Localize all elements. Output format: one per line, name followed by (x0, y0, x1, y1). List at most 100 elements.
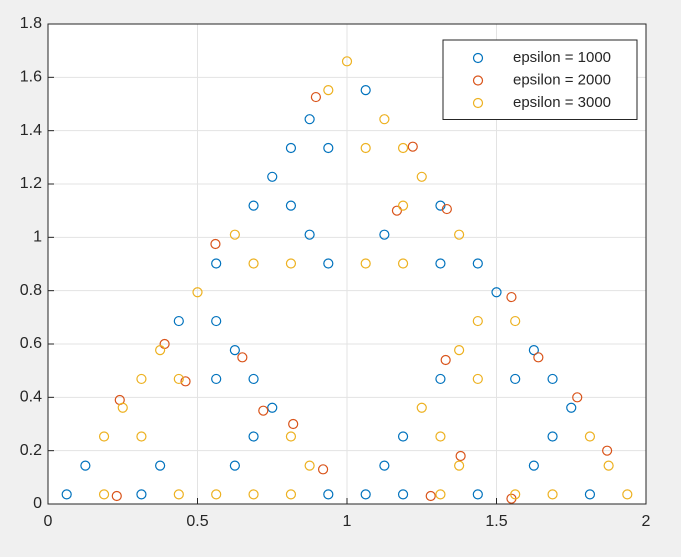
point (98, 431, 110, 442)
point (584, 489, 596, 500)
point (288, 418, 299, 430)
point (547, 431, 558, 442)
point (572, 392, 583, 403)
legend-marker (472, 75, 484, 86)
y-tick-label: 1.6 (20, 69, 42, 86)
point (211, 489, 222, 500)
point (506, 291, 517, 303)
y-tick-label: 0.2 (20, 442, 42, 459)
point (360, 85, 371, 96)
point (248, 200, 259, 211)
legend-marker (472, 97, 484, 109)
point (117, 402, 128, 413)
y-tick-label: 0.8 (20, 282, 42, 299)
point (584, 431, 596, 442)
point (248, 489, 259, 500)
legend: epsilon = 1000 epsilon = 2000 epsilon = 30… (442, 39, 638, 120)
point (566, 402, 577, 413)
point (547, 489, 558, 500)
point (360, 258, 371, 269)
point (510, 489, 521, 500)
point (397, 200, 409, 211)
point (528, 460, 539, 471)
point (397, 431, 409, 442)
point (360, 489, 371, 500)
point (397, 142, 409, 154)
point (98, 489, 110, 500)
y-tick-label: 1.2 (20, 175, 42, 192)
point (407, 141, 418, 152)
point (323, 489, 334, 500)
x-tick-label: 0.5 (186, 513, 208, 530)
point (237, 352, 248, 363)
point (267, 402, 278, 413)
point (455, 450, 466, 462)
point (323, 142, 334, 154)
point (229, 345, 240, 356)
point (510, 373, 521, 385)
point (491, 287, 502, 298)
point (379, 229, 390, 240)
x-tick-label: 2 (642, 513, 651, 530)
point (379, 114, 390, 125)
point (180, 376, 191, 387)
point (425, 490, 436, 502)
point (533, 352, 544, 363)
point (454, 345, 465, 356)
point (472, 373, 483, 385)
point (310, 91, 322, 103)
point (304, 114, 315, 125)
y-tick-label: 0.4 (20, 389, 42, 406)
point (173, 373, 184, 385)
point (622, 489, 633, 500)
point (472, 489, 483, 500)
point (435, 373, 446, 385)
point (360, 142, 371, 154)
x-tick-label: 1.5 (485, 513, 507, 530)
point (155, 460, 166, 471)
point (323, 258, 334, 269)
point (285, 142, 297, 154)
point (229, 460, 240, 471)
y-tick-label: 0 (33, 495, 42, 512)
point (510, 315, 521, 327)
point (285, 431, 297, 442)
point (435, 489, 446, 500)
point (416, 171, 427, 182)
point (210, 238, 221, 250)
point (285, 258, 297, 269)
point (192, 287, 203, 298)
point (111, 490, 122, 502)
point (248, 258, 259, 269)
point (454, 229, 465, 240)
point (173, 489, 184, 500)
point (317, 464, 329, 475)
point (397, 489, 409, 500)
point (472, 315, 483, 327)
point (211, 315, 222, 327)
point (61, 489, 72, 500)
point (248, 431, 259, 442)
y-tick-label: 1.4 (20, 122, 42, 139)
point (472, 258, 483, 269)
point (173, 315, 184, 327)
ticks: 0 0.5 1 1.5 2 0 0.2 0.4 0.6 0.8 1 1.2 1.4 1.6 1.8 (20, 15, 651, 530)
point (435, 200, 446, 211)
point (603, 460, 614, 471)
point (391, 205, 403, 216)
point (304, 229, 315, 240)
legend-marker (472, 52, 484, 64)
point (136, 489, 147, 500)
point (136, 373, 147, 385)
point (547, 373, 558, 385)
legend-label: epsilon = 1000 (513, 49, 611, 66)
x-tick-label: 1 (343, 513, 352, 530)
point (435, 258, 446, 269)
legend-label: epsilon = 3000 (513, 94, 611, 111)
point (379, 460, 390, 471)
marks (61, 56, 633, 504)
point (528, 345, 539, 356)
y-tick-label: 0.6 (20, 335, 42, 352)
